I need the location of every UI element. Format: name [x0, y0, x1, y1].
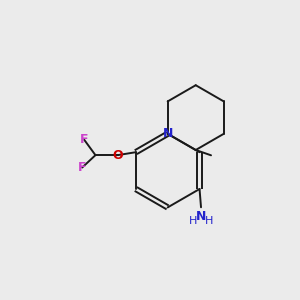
- Text: H: H: [205, 215, 213, 226]
- Text: F: F: [80, 133, 88, 146]
- Text: O: O: [112, 149, 123, 162]
- Text: F: F: [78, 161, 86, 174]
- Text: H: H: [189, 215, 197, 226]
- Text: N: N: [196, 210, 206, 223]
- Text: N: N: [163, 127, 173, 140]
